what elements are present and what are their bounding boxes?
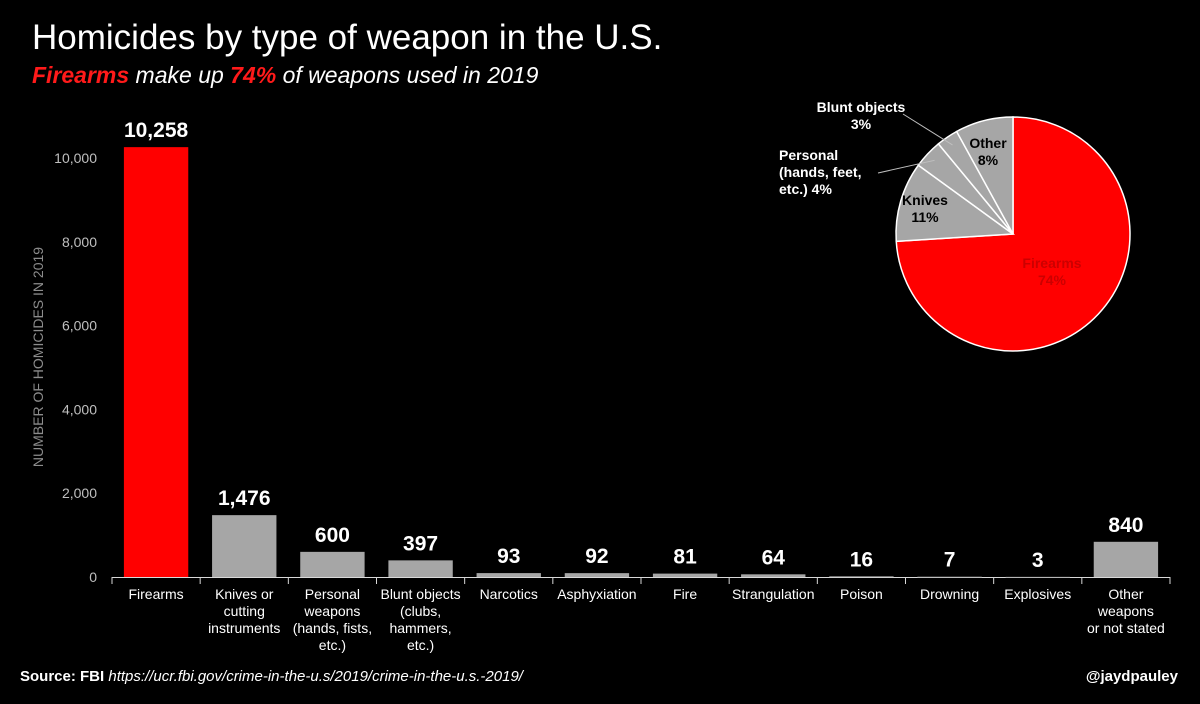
author-credit: @jaydpauley (1085, 668, 1178, 685)
bar (829, 576, 894, 578)
x-tick-label: Personal weapons (hands, fists, etc.) (293, 586, 372, 653)
subtitle-text-1: make up (129, 62, 231, 88)
data-label: 840 (1108, 514, 1143, 537)
data-label: 16 (850, 548, 873, 571)
pie-label: Firearms 74% (1022, 255, 1081, 288)
pie-label: Other 8% (969, 135, 1007, 168)
x-tick-label: Asphyxiation (557, 586, 636, 602)
bar (652, 573, 718, 577)
data-label: 397 (403, 532, 438, 555)
y-tick-label: 2,000 (62, 485, 97, 501)
pie-label: Personal (hands, feet, etc.) 4% (779, 147, 861, 197)
y-tick-label: 4,000 (62, 401, 97, 417)
data-label: 81 (673, 546, 697, 569)
pie-leader-line (877, 159, 935, 174)
x-tick-label: Narcotics (480, 586, 538, 602)
bar (1093, 541, 1159, 577)
data-label: 64 (762, 546, 786, 569)
bar (564, 573, 630, 577)
data-label: 92 (585, 545, 608, 568)
pie-label: Knives 11% (902, 192, 948, 225)
data-label: 3 (1032, 549, 1044, 572)
x-tick-label: Other weapons or not stated (1087, 586, 1165, 636)
bar (917, 576, 982, 578)
pie-slice (955, 116, 1014, 235)
pie-label: Blunt objects 3% (817, 99, 906, 132)
x-tick-label: Poison (840, 586, 883, 602)
bar (1005, 576, 1070, 578)
x-tick-label: Knives or cutting instruments (208, 586, 280, 636)
y-tick-label: 8,000 (62, 234, 97, 250)
bar (476, 573, 541, 577)
pie-chart: Firearms 74% Knives 11% Personal (hands, feet… (779, 99, 1131, 352)
subtitle-text-2: of weapons used in 2019 (276, 62, 539, 88)
subtitle-highlight-firearms: Firearms (32, 62, 130, 88)
source-label: Source: FBI (20, 668, 105, 685)
source-note: Source: FBI https://ucr.fbi.gov/crime-in… (20, 668, 523, 685)
y-tick-label: 6,000 (62, 318, 97, 334)
bar (741, 574, 806, 577)
x-tick-label: Fire (673, 586, 697, 602)
bar-chart: 0 2,000 4,000 6,000 8,000 10,000 NUMBER OF HOM… (30, 119, 1171, 653)
x-tick-label: Strangulation (732, 586, 815, 602)
x-tick-label: Firearms (128, 586, 183, 602)
data-label: 1,476 (218, 487, 271, 510)
pie-leader-line (902, 113, 953, 146)
bar (212, 515, 277, 577)
bar (300, 551, 365, 577)
pie-slice (895, 164, 1016, 243)
data-label: 600 (315, 524, 350, 547)
y-tick-label: 0 (89, 569, 97, 585)
page-title: Homicides by type of weapon in the U.S. (32, 18, 663, 57)
y-tick-label: 10,000 (54, 150, 97, 166)
y-axis-label: NUMBER OF HOMICIDES IN 2019 (30, 247, 46, 467)
data-label: 93 (497, 545, 520, 568)
data-label: 7 (944, 549, 956, 572)
source-url[interactable]: https://ucr.fbi.gov/crime-in-the-u.s/201… (108, 668, 523, 685)
x-tick-label: Blunt objects (clubs, hammers, etc.) (380, 586, 460, 653)
subtitle-highlight-percent: 74% (230, 62, 277, 88)
bar (388, 560, 453, 577)
x-tick-label: Drowning (920, 586, 979, 602)
bar (123, 147, 189, 578)
x-tick-label: Explosives (1004, 586, 1071, 602)
page-subtitle: Firearms make up 74% of weapons used in … (32, 62, 538, 89)
data-label: 10,258 (124, 119, 189, 142)
